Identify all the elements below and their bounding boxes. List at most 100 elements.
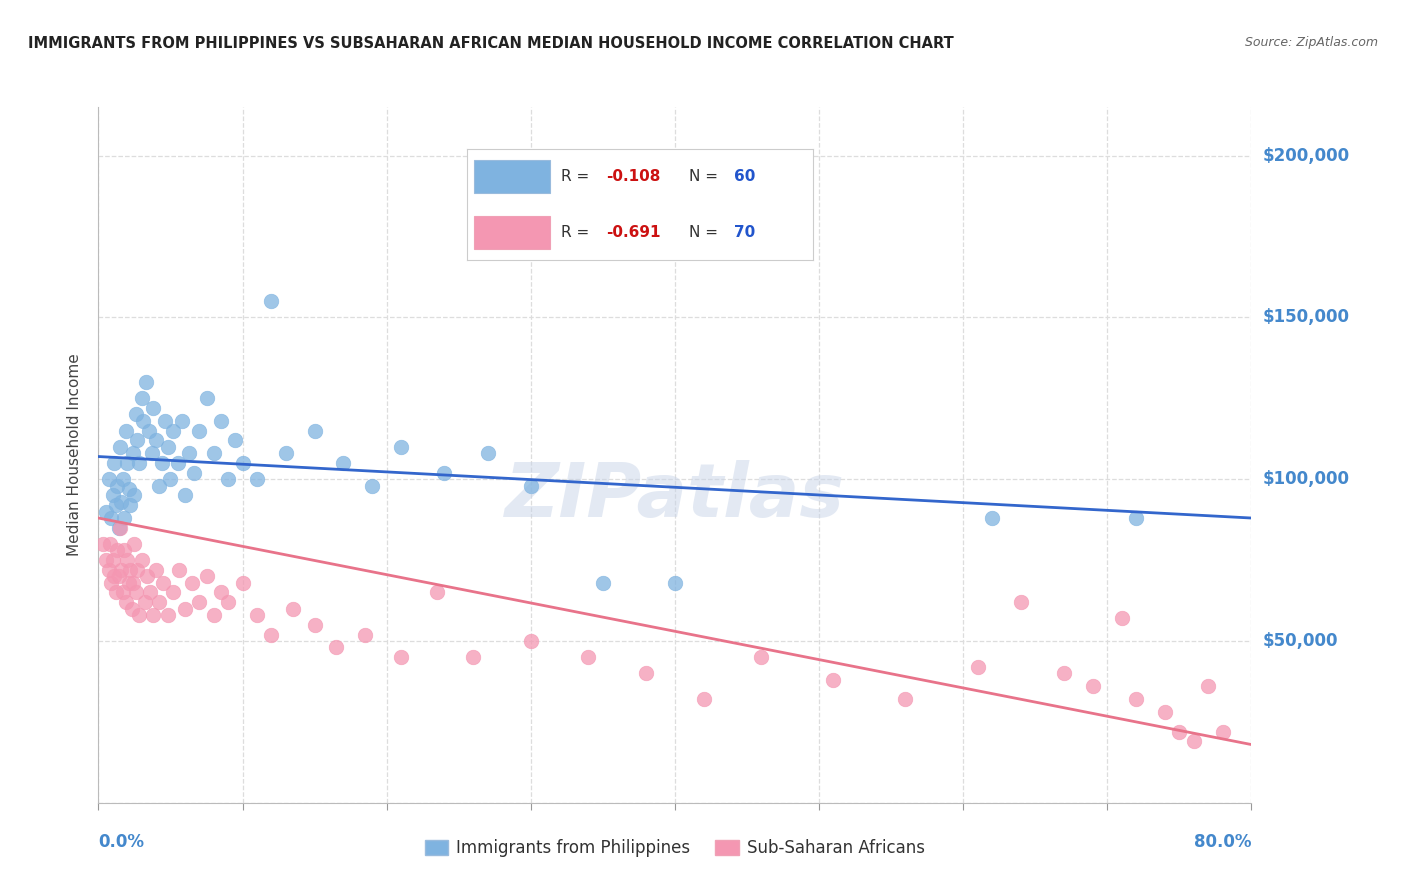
Point bbox=[260, 627, 283, 641]
Point bbox=[332, 456, 354, 470]
Point bbox=[274, 446, 297, 460]
Point bbox=[145, 563, 167, 577]
Point bbox=[114, 424, 136, 438]
Point bbox=[145, 434, 167, 448]
Point bbox=[118, 482, 141, 496]
Point bbox=[894, 692, 917, 706]
Point bbox=[966, 660, 988, 674]
Point bbox=[120, 498, 142, 512]
Point bbox=[520, 478, 543, 492]
Point bbox=[281, 601, 304, 615]
Point bbox=[134, 595, 156, 609]
Point bbox=[156, 608, 179, 623]
Point bbox=[135, 375, 157, 389]
Point bbox=[121, 601, 143, 615]
Point bbox=[304, 424, 326, 438]
Text: 80.0%: 80.0% bbox=[1194, 833, 1251, 851]
Point bbox=[224, 434, 246, 448]
Point bbox=[981, 511, 1004, 525]
Point bbox=[1182, 734, 1205, 748]
Point bbox=[693, 692, 716, 706]
Point bbox=[94, 504, 117, 518]
Point bbox=[823, 673, 845, 687]
Point bbox=[118, 575, 141, 590]
Point bbox=[100, 575, 122, 590]
Point bbox=[112, 543, 135, 558]
Point bbox=[111, 585, 134, 599]
Point bbox=[433, 466, 456, 480]
Point bbox=[1168, 724, 1191, 739]
Point bbox=[127, 563, 149, 577]
Point bbox=[361, 478, 384, 492]
Point bbox=[304, 617, 326, 632]
Point bbox=[94, 553, 117, 567]
Point bbox=[477, 446, 499, 460]
Point bbox=[97, 563, 120, 577]
Point bbox=[148, 595, 170, 609]
Point bbox=[231, 456, 254, 470]
Point bbox=[1197, 679, 1219, 693]
Point bbox=[389, 650, 412, 665]
Point bbox=[181, 575, 204, 590]
Point bbox=[138, 424, 160, 438]
Point bbox=[461, 650, 484, 665]
Point bbox=[520, 634, 543, 648]
Point bbox=[101, 553, 124, 567]
Point bbox=[592, 575, 614, 590]
Text: 0.0%: 0.0% bbox=[98, 833, 145, 851]
Point bbox=[111, 472, 134, 486]
Point bbox=[152, 575, 174, 590]
Text: $100,000: $100,000 bbox=[1263, 470, 1350, 488]
Point bbox=[246, 608, 269, 623]
Text: $150,000: $150,000 bbox=[1263, 309, 1350, 326]
Point bbox=[114, 595, 136, 609]
Point bbox=[209, 414, 232, 428]
Point bbox=[167, 563, 190, 577]
Point bbox=[1111, 611, 1133, 625]
Point bbox=[110, 495, 132, 509]
Point bbox=[108, 440, 131, 454]
Point bbox=[98, 537, 121, 551]
Point bbox=[183, 466, 205, 480]
Point bbox=[125, 585, 148, 599]
Point bbox=[202, 446, 225, 460]
Point bbox=[325, 640, 347, 655]
Point bbox=[122, 446, 145, 460]
Point bbox=[231, 575, 254, 590]
Point bbox=[141, 446, 163, 460]
Point bbox=[110, 563, 132, 577]
Point bbox=[354, 627, 377, 641]
Point bbox=[1081, 679, 1104, 693]
Point bbox=[162, 585, 184, 599]
Point bbox=[179, 446, 201, 460]
Point bbox=[132, 414, 155, 428]
Point bbox=[107, 521, 129, 535]
Point bbox=[578, 650, 600, 665]
Point bbox=[174, 601, 197, 615]
Point bbox=[159, 472, 181, 486]
Point bbox=[139, 585, 162, 599]
Point bbox=[1125, 692, 1147, 706]
Point bbox=[124, 488, 146, 502]
Point bbox=[97, 472, 120, 486]
Point bbox=[103, 456, 125, 470]
Text: Source: ZipAtlas.com: Source: ZipAtlas.com bbox=[1244, 36, 1378, 49]
Point bbox=[100, 511, 122, 525]
Point bbox=[195, 392, 218, 406]
Point bbox=[217, 472, 239, 486]
Point bbox=[117, 553, 138, 567]
Point bbox=[127, 434, 149, 448]
Point bbox=[1010, 595, 1032, 609]
Point bbox=[1125, 511, 1147, 525]
Point bbox=[150, 456, 173, 470]
Point bbox=[91, 537, 114, 551]
Point bbox=[166, 456, 188, 470]
Point bbox=[156, 440, 179, 454]
Point bbox=[209, 585, 232, 599]
Point bbox=[162, 424, 184, 438]
Point bbox=[202, 608, 225, 623]
Point bbox=[153, 414, 176, 428]
Point bbox=[426, 585, 449, 599]
Point bbox=[1212, 724, 1234, 739]
Point bbox=[1153, 705, 1175, 719]
